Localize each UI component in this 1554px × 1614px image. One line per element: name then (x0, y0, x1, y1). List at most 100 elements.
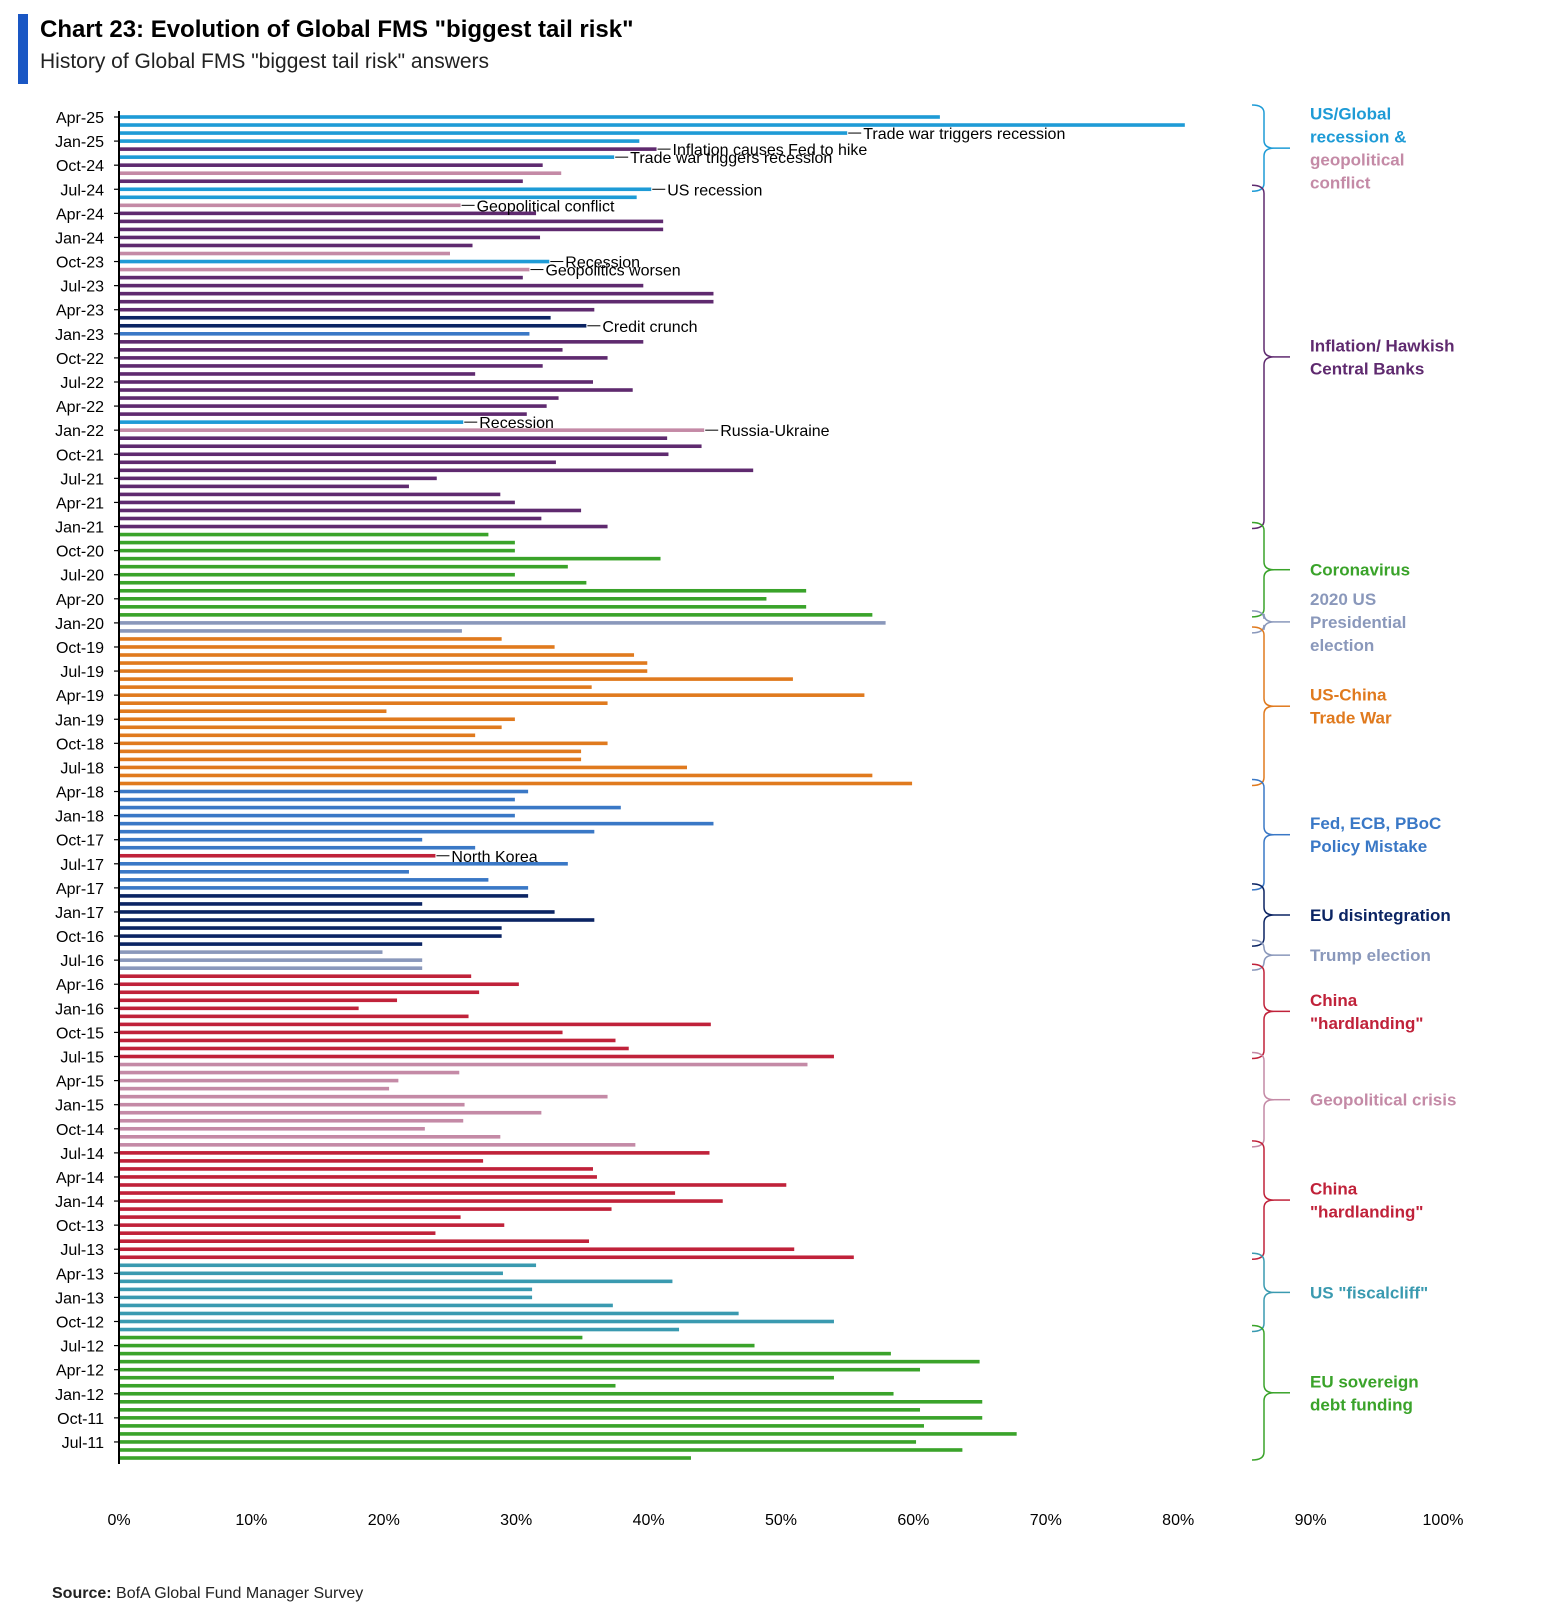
bar (119, 492, 501, 497)
y-tick-label: Apr-18 (56, 785, 104, 802)
legend-bracket (1251, 939, 1275, 971)
legend-label: China (1310, 991, 1358, 1010)
legend-label: Central Banks (1310, 359, 1424, 378)
bar (119, 340, 644, 344)
annotation-label: Trade war triggers recession (630, 150, 832, 167)
bar (119, 1191, 676, 1195)
y-tick-label: Jan-23 (55, 327, 104, 344)
bar (119, 709, 387, 714)
bar (119, 1440, 917, 1444)
y-tick-label: Apr-19 (56, 688, 104, 705)
annotation-label: Credit crunch (602, 319, 697, 336)
bar (119, 733, 476, 738)
x-tick-label: 100% (1423, 1512, 1464, 1529)
bar (119, 725, 502, 730)
bar (119, 307, 595, 312)
bar (119, 1014, 469, 1019)
bar (119, 837, 423, 842)
bar (119, 958, 423, 962)
bar (119, 853, 436, 858)
bar (119, 1078, 399, 1083)
bar (119, 1335, 583, 1340)
bar (119, 878, 489, 882)
bar (119, 701, 608, 705)
legend-bracket (1251, 1051, 1275, 1148)
bar (119, 1383, 616, 1388)
y-tick-label: Jan-21 (55, 520, 104, 537)
x-tick-label: 0% (107, 1512, 130, 1529)
x-tick-label: 30% (500, 1512, 532, 1529)
bar (119, 1030, 563, 1035)
bars-layer (119, 115, 1185, 1460)
bar (119, 452, 669, 457)
legend-bracket (1251, 104, 1275, 193)
bar (119, 942, 423, 946)
bar (119, 203, 461, 208)
bar (119, 613, 873, 617)
bar (119, 372, 476, 376)
bar (119, 243, 473, 248)
bar (119, 1110, 542, 1115)
bar (119, 235, 541, 240)
bar (119, 685, 592, 689)
bar (119, 444, 702, 449)
bar (119, 508, 582, 513)
bar (119, 950, 383, 954)
bar (119, 661, 648, 665)
y-tick-label: Jan-24 (55, 230, 104, 247)
bar (119, 315, 551, 320)
bar (119, 1038, 616, 1043)
bar (119, 323, 587, 328)
annotation-label: US recession (667, 182, 762, 199)
y-tick-label: Jan-18 (55, 809, 104, 826)
y-tick-label: Apr-23 (56, 303, 104, 320)
bar (119, 789, 529, 794)
bar (119, 677, 793, 681)
bar (119, 1183, 787, 1187)
y-tick-label: Jul-21 (60, 471, 104, 488)
bar (119, 870, 409, 874)
legend-label: 2020 US (1310, 590, 1376, 609)
y-tick-label: Oct-11 (57, 1411, 104, 1428)
bar (119, 1054, 834, 1059)
y-tick-label: Apr-13 (56, 1266, 104, 1283)
bar (119, 556, 661, 561)
legend-bracket (1251, 626, 1275, 787)
bar (119, 380, 593, 384)
bar (119, 195, 637, 200)
bar (119, 1351, 891, 1356)
x-tick-label: 40% (633, 1512, 665, 1529)
bar (119, 1391, 894, 1396)
bar (119, 653, 635, 657)
bar (119, 845, 476, 850)
annotation-label: Inflation causes Fed to hike (673, 142, 868, 159)
bar (119, 412, 527, 416)
legend-label: "hardlanding" (1310, 1203, 1423, 1222)
bar (119, 1151, 710, 1155)
bar (119, 476, 437, 481)
bar (119, 1102, 465, 1107)
bar (119, 564, 568, 569)
bar (119, 291, 714, 296)
y-tick-label: Jul-17 (60, 857, 104, 874)
bar (119, 669, 648, 673)
y-tick-label: Jan-19 (55, 712, 104, 729)
bar (119, 781, 913, 786)
bar (119, 861, 568, 866)
y-tick-label: Jan-12 (55, 1387, 104, 1404)
legend-label: geopolitical (1310, 151, 1404, 170)
bar (119, 1255, 854, 1260)
legend-bracket (1251, 1324, 1275, 1461)
y-tick-label: Oct-12 (56, 1315, 104, 1332)
bar (119, 1319, 834, 1324)
legend-bracket (1251, 883, 1275, 947)
bar (119, 621, 886, 625)
y-tick-label: Oct-18 (56, 736, 104, 753)
legend-label: Geopolitical crisis (1310, 1091, 1456, 1110)
bar (119, 1215, 461, 1219)
bar (119, 1279, 673, 1284)
bar (119, 283, 644, 288)
legend-bracket (1251, 1252, 1275, 1333)
bar (119, 1159, 484, 1163)
bar (119, 1223, 505, 1227)
